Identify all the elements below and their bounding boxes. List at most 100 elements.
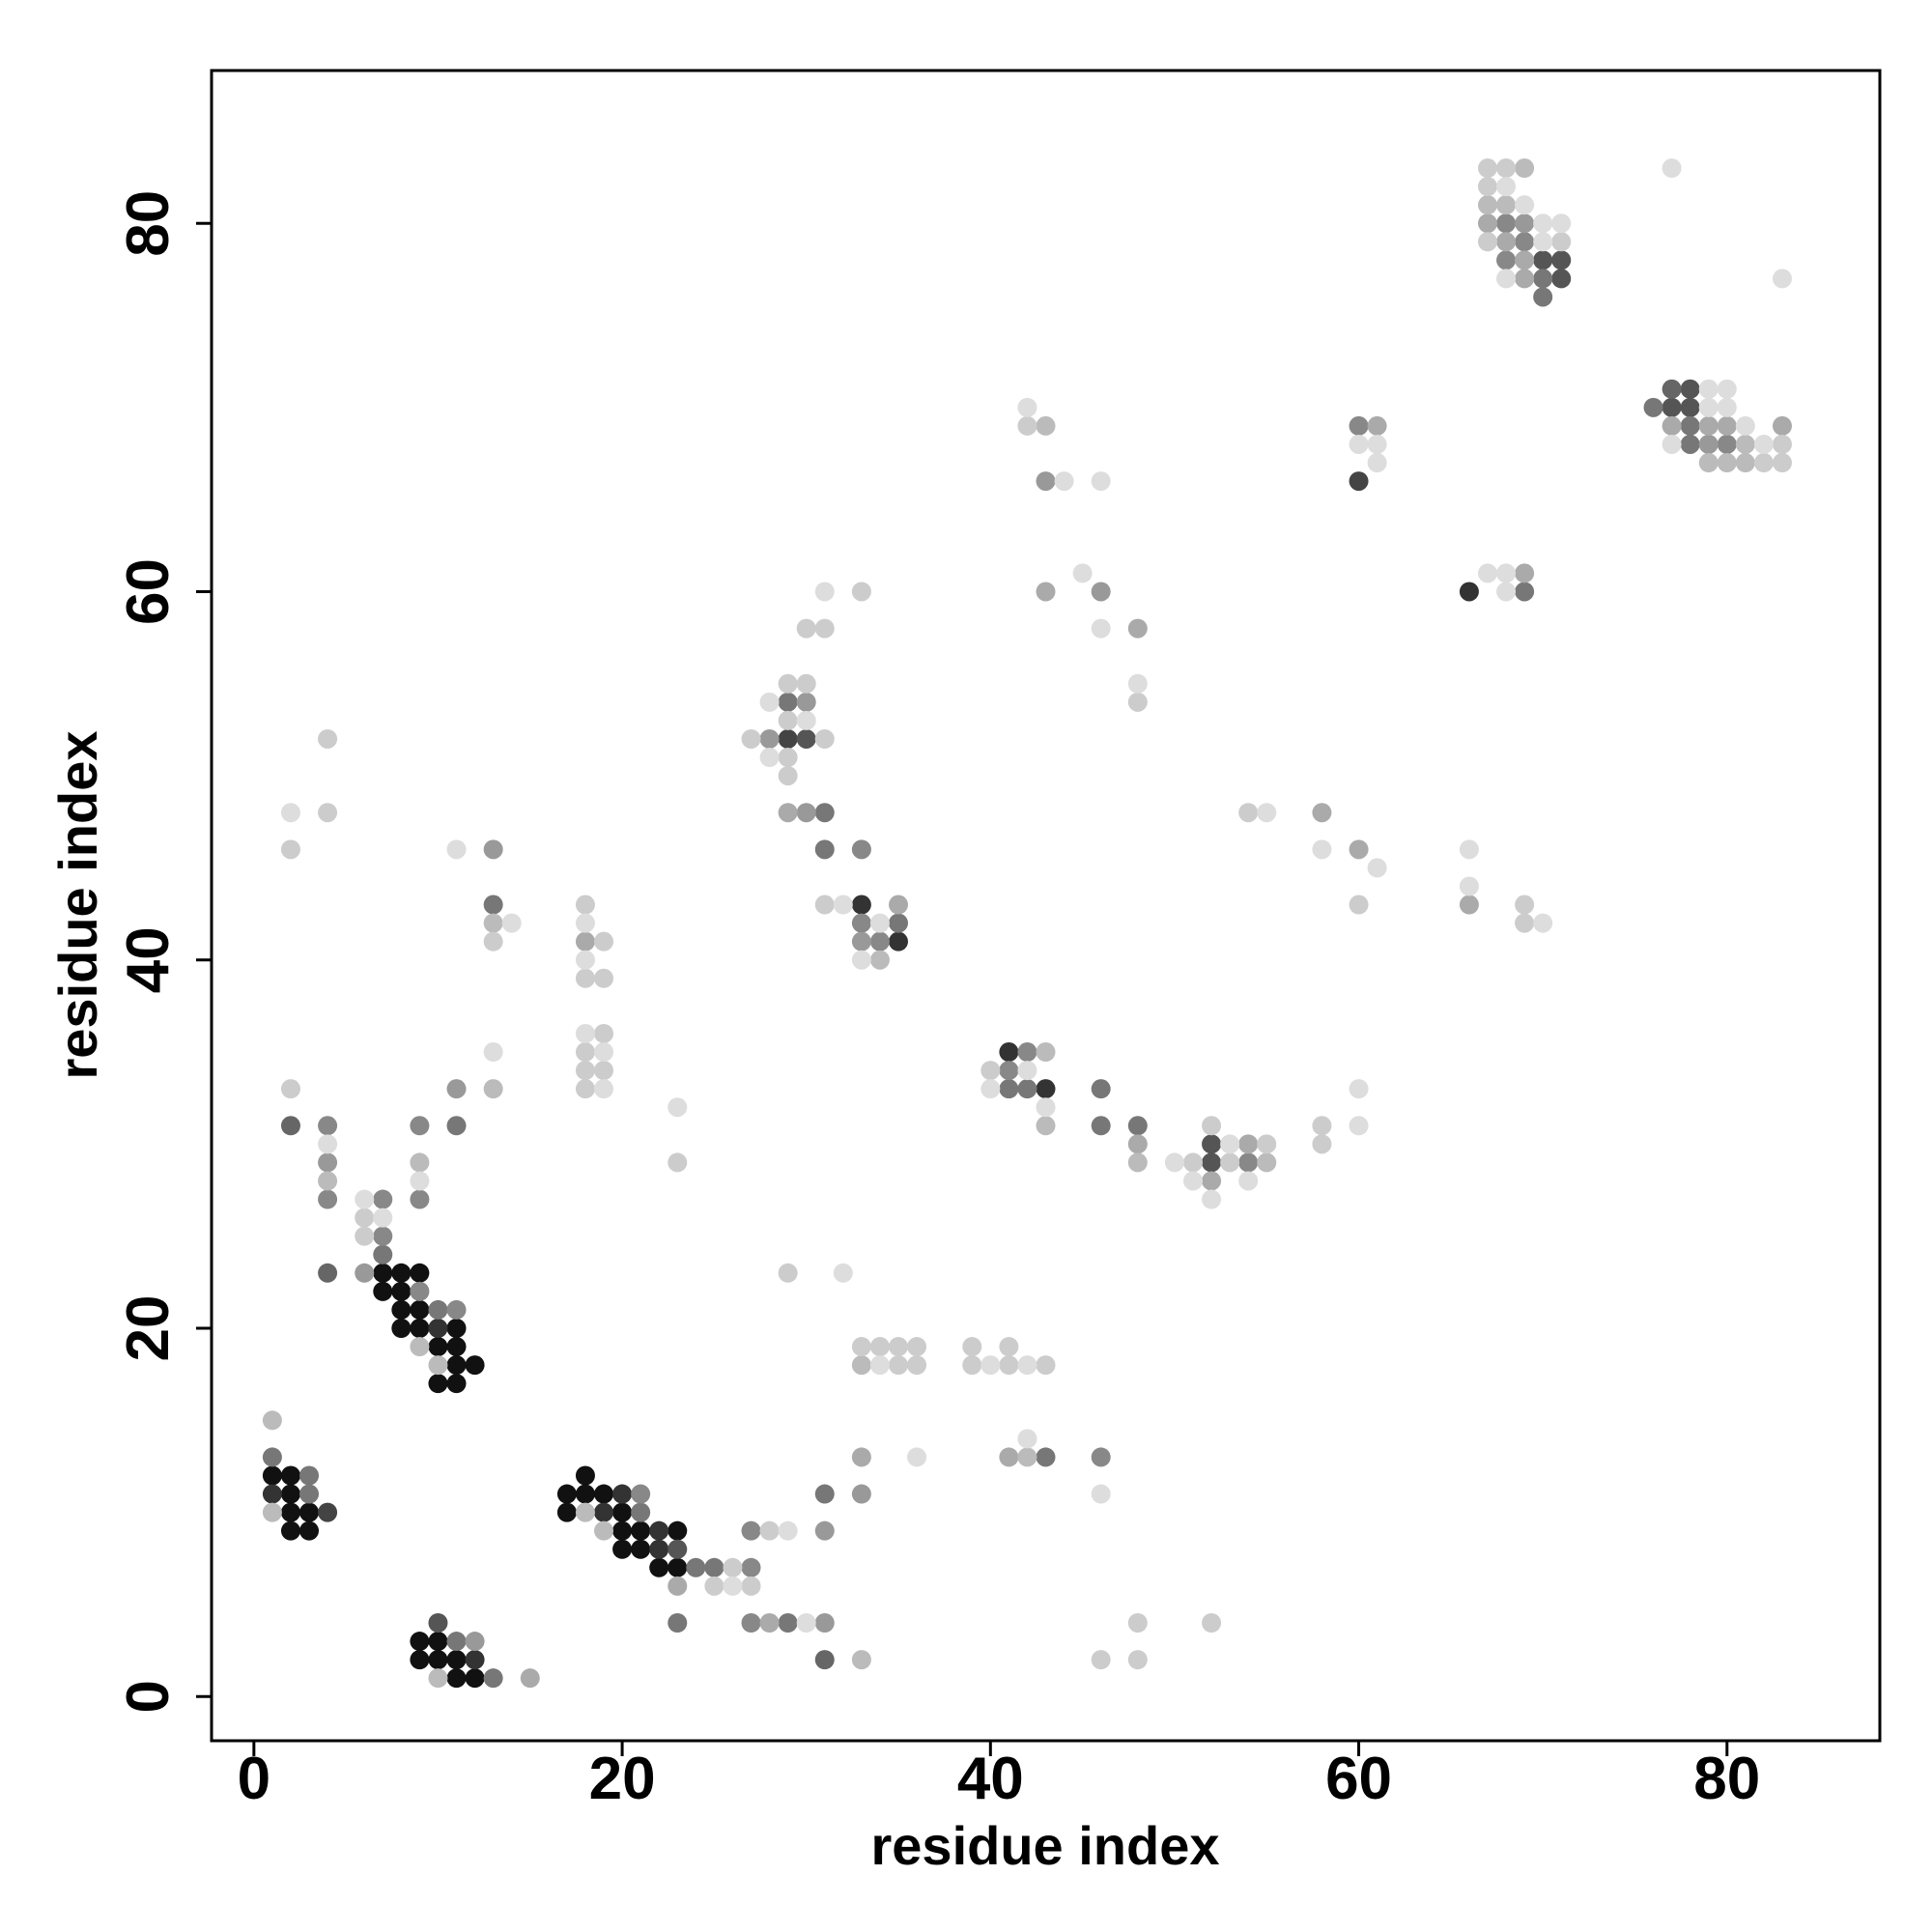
point (594, 1502, 614, 1522)
point (1698, 397, 1719, 417)
point (501, 913, 522, 933)
point (1220, 1152, 1240, 1173)
point (1515, 269, 1535, 289)
point (1036, 1042, 1056, 1063)
point (668, 1097, 688, 1118)
point (391, 1299, 412, 1320)
point (851, 582, 871, 602)
point (1202, 1134, 1222, 1154)
point (262, 1410, 282, 1431)
point (410, 1171, 430, 1191)
point (778, 710, 798, 730)
point (1717, 453, 1737, 473)
point (1091, 1116, 1111, 1136)
point (410, 1263, 430, 1283)
point (1662, 379, 1682, 399)
point (814, 803, 835, 823)
point (778, 692, 798, 712)
point (1091, 582, 1111, 602)
point (318, 1152, 338, 1173)
point (1643, 397, 1663, 417)
point (1551, 232, 1572, 252)
point (999, 1079, 1019, 1099)
point (1091, 1079, 1111, 1099)
point (612, 1502, 633, 1522)
point (1220, 1134, 1240, 1154)
y-tick-label: 40 (115, 926, 182, 993)
point (483, 895, 503, 915)
point (1054, 471, 1074, 492)
point (1515, 195, 1535, 215)
point (1349, 471, 1369, 492)
point (668, 1520, 688, 1541)
y-tick-label: 80 (115, 190, 182, 257)
point (446, 1337, 467, 1357)
point (612, 1539, 633, 1559)
point (1459, 839, 1479, 860)
point (1515, 213, 1535, 234)
point (410, 1318, 430, 1338)
point (1238, 1171, 1259, 1191)
point (631, 1502, 651, 1522)
point (778, 1612, 798, 1633)
point (1662, 397, 1682, 417)
point (483, 839, 503, 860)
point (280, 1079, 300, 1099)
point (428, 1318, 448, 1338)
point (1717, 415, 1737, 436)
point (1496, 195, 1517, 215)
point (1459, 876, 1479, 896)
point (428, 1612, 448, 1633)
point (778, 1263, 798, 1283)
point (1662, 158, 1682, 179)
point (999, 1337, 1019, 1357)
point (1036, 1116, 1056, 1136)
point (1367, 415, 1387, 436)
point (833, 1263, 853, 1283)
point (851, 1355, 871, 1376)
point (1772, 415, 1792, 436)
point (1202, 1116, 1222, 1136)
point (594, 1520, 614, 1541)
point (1017, 1355, 1037, 1376)
point (1717, 434, 1737, 454)
point (1551, 250, 1572, 270)
point (759, 1612, 780, 1633)
point (1496, 177, 1517, 197)
point (1496, 582, 1517, 602)
point (262, 1447, 282, 1467)
point (575, 1023, 595, 1043)
point (318, 1502, 338, 1522)
point (373, 1208, 393, 1228)
point (280, 1502, 300, 1522)
point (778, 1520, 798, 1541)
point (1017, 1061, 1037, 1081)
point (575, 1484, 595, 1504)
point (280, 839, 300, 860)
point (1017, 397, 1037, 417)
point (1367, 434, 1387, 454)
point (1091, 1484, 1111, 1504)
point (575, 950, 595, 970)
point (1533, 232, 1553, 252)
point (1698, 415, 1719, 436)
point (1496, 250, 1517, 270)
point (668, 1539, 688, 1559)
point (704, 1576, 724, 1596)
point (1164, 1152, 1184, 1173)
point (483, 913, 503, 933)
point (446, 1079, 467, 1099)
y-tick-label: 0 (115, 1680, 182, 1713)
point (741, 1520, 761, 1541)
point (575, 913, 595, 933)
point (483, 1668, 503, 1689)
point (907, 1447, 927, 1467)
y-tick-label: 60 (115, 558, 182, 625)
point (1735, 415, 1755, 436)
point (1036, 582, 1056, 602)
point (851, 1447, 871, 1467)
point (649, 1539, 669, 1559)
point (1017, 1429, 1037, 1449)
point (410, 1116, 430, 1136)
point (465, 1650, 485, 1670)
